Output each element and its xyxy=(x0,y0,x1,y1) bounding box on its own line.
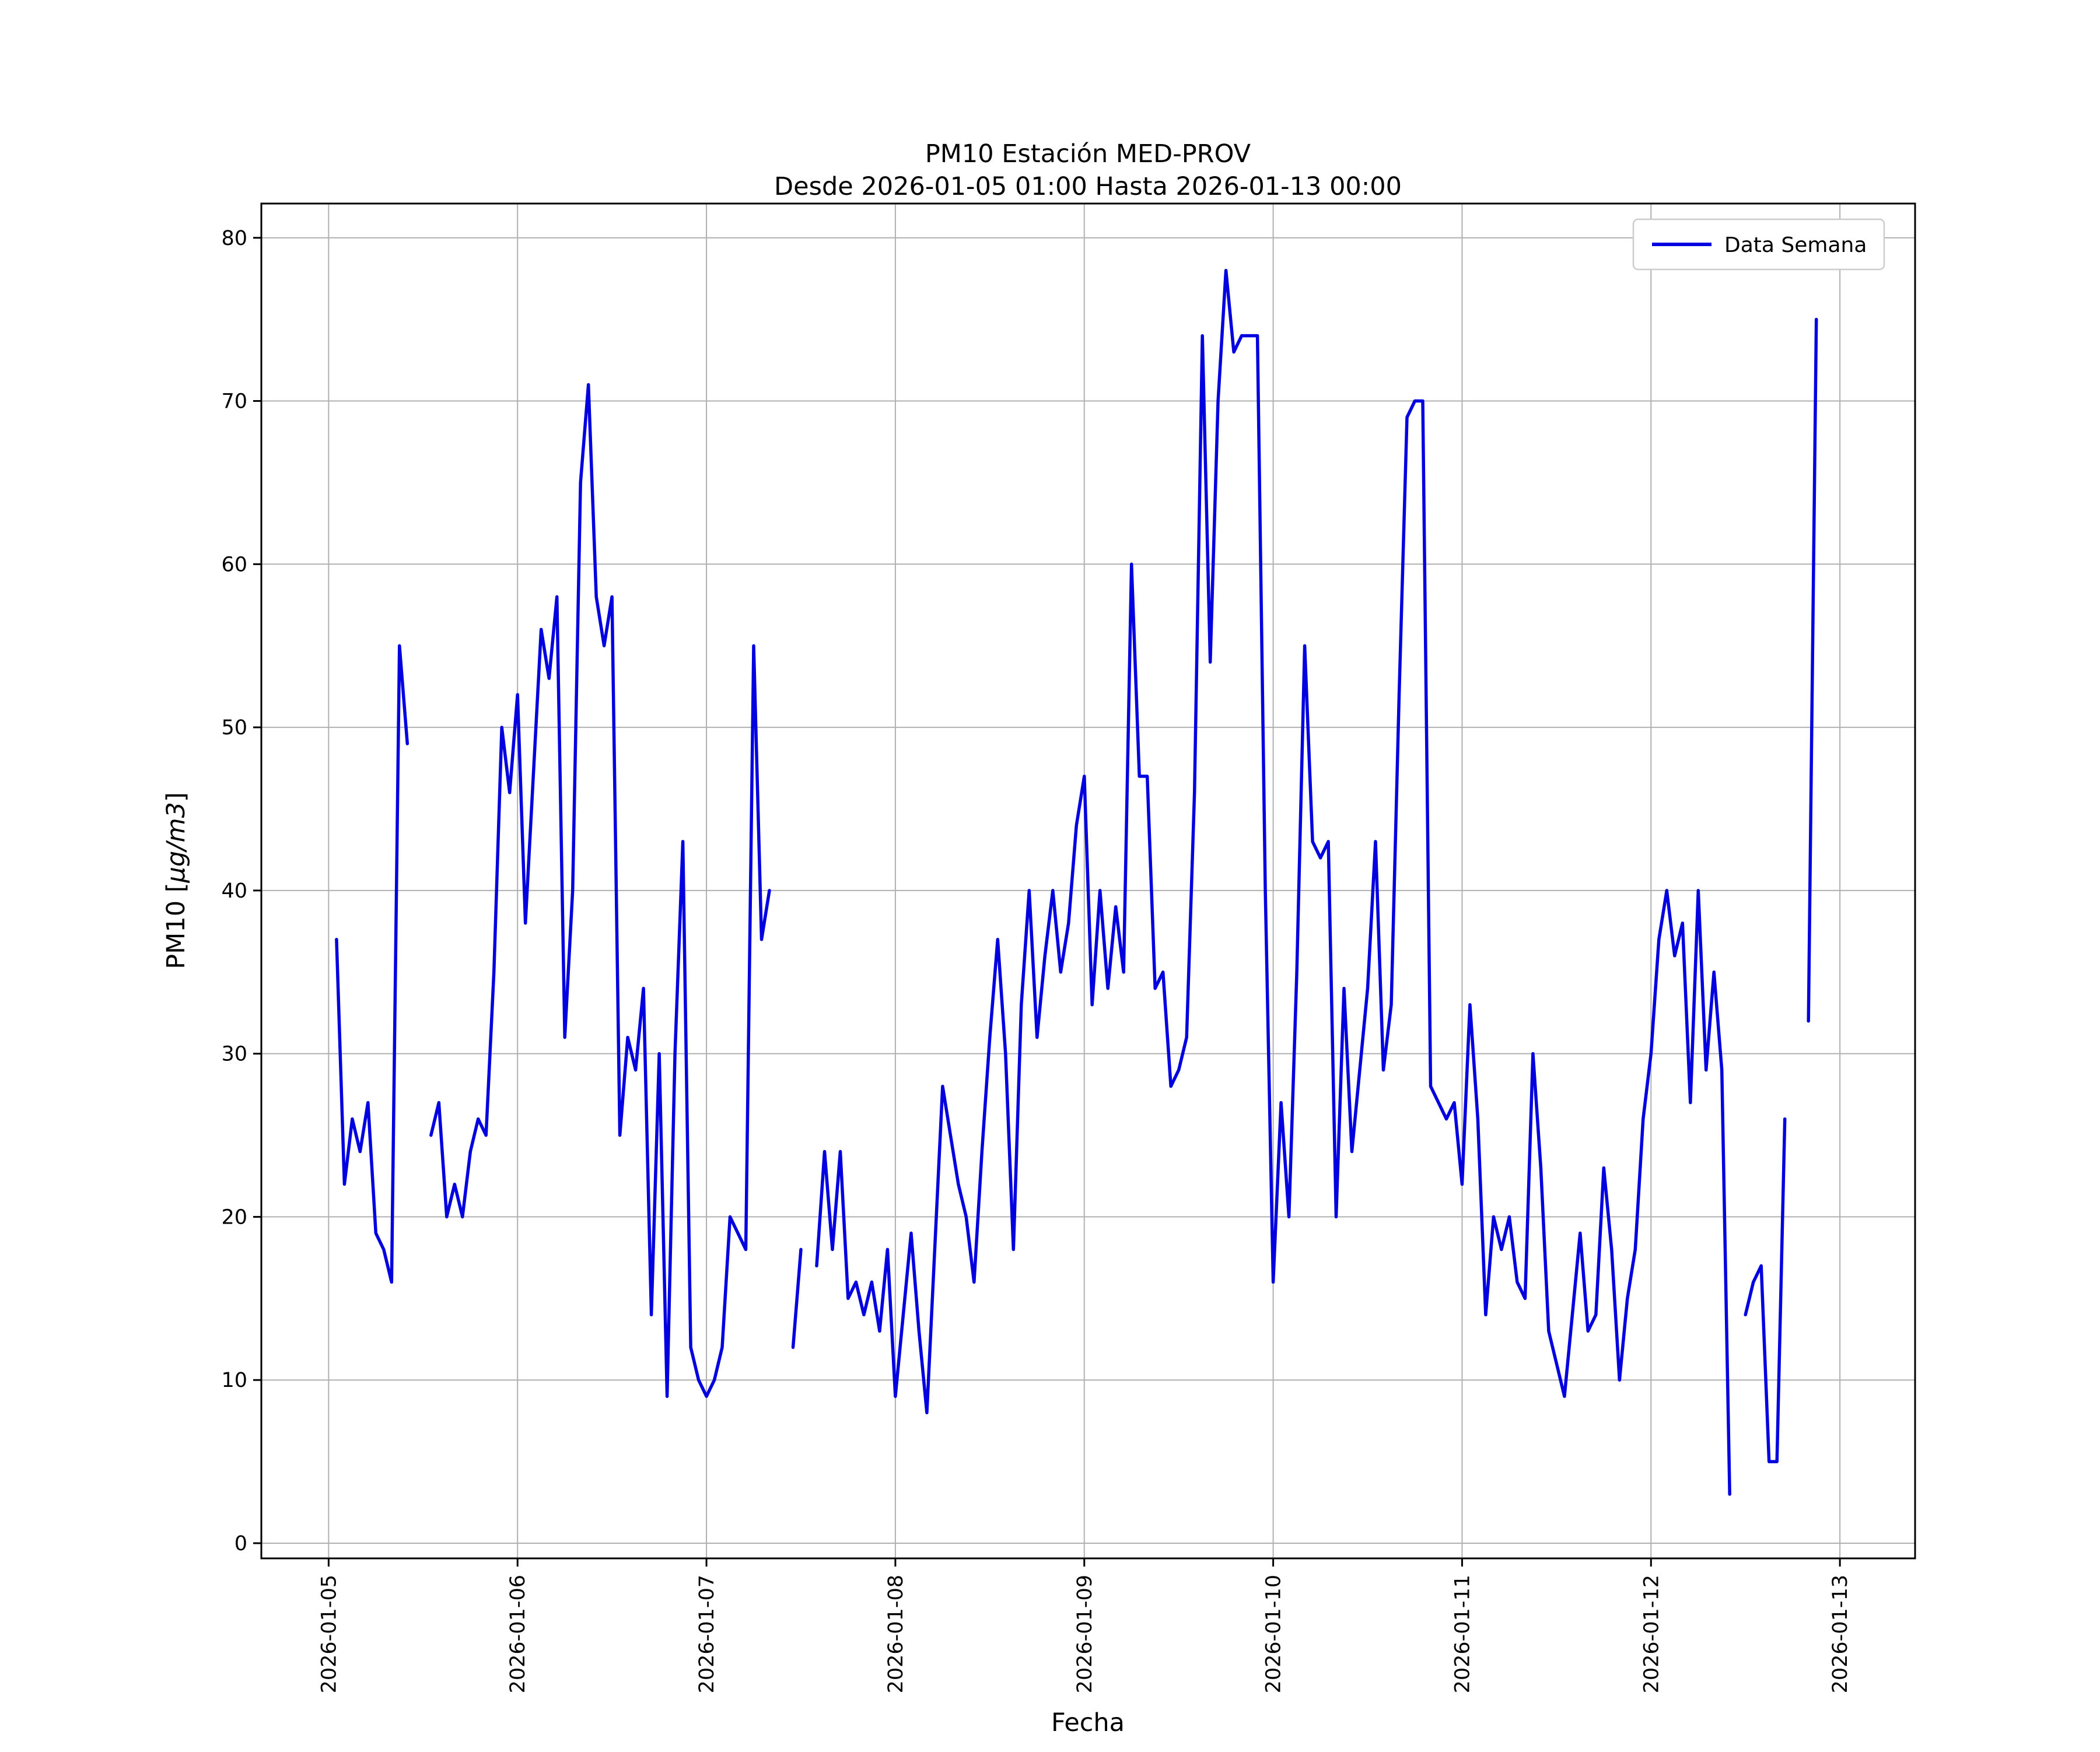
x-tick-label: 2026-01-10 xyxy=(1262,1575,1286,1693)
x-tick-label: 2026-01-09 xyxy=(1073,1575,1097,1693)
y-axis-ticks: 0 10 20 30 40 50 60 70 80 xyxy=(221,227,261,1555)
y-axis-label-units: µg/m3 xyxy=(162,802,191,883)
legend-frame xyxy=(1632,218,1885,271)
chart-title-line2: Desde 2026-01-05 01:00 Hasta 2026-01-13 … xyxy=(774,172,1402,201)
y-tick-label: 70 xyxy=(221,390,247,414)
y-tick-label: 10 xyxy=(221,1369,247,1392)
axes-box xyxy=(260,202,1916,1560)
legend: Data Semana xyxy=(1632,218,1885,271)
x-tick-label: 2026-01-05 xyxy=(317,1575,341,1693)
x-axis-ticks: 2026-01-05 2026-01-06 2026-01-07 2026-01-08… xyxy=(317,1558,1852,1693)
x-tick-label: 2026-01-13 xyxy=(1829,1575,1852,1693)
x-tick-label: 2026-01-07 xyxy=(695,1575,719,1693)
legend-label: Data Semana xyxy=(1724,233,1867,257)
chart-title-line1: PM10 Estación MED-PROV xyxy=(925,139,1251,169)
y-tick-label: 20 xyxy=(221,1206,247,1229)
y-tick-label: 30 xyxy=(221,1043,247,1066)
y-tick-label: 50 xyxy=(221,716,247,740)
y-axis-label-prefix: PM10 [ xyxy=(162,882,191,969)
x-tick-label: 2026-01-06 xyxy=(506,1575,530,1693)
y-axis-label: PM10 [µg/m3] xyxy=(162,792,191,969)
x-tick-label: 2026-01-12 xyxy=(1640,1575,1663,1693)
x-axis-label: Fecha xyxy=(1051,1708,1125,1737)
data-series-group xyxy=(335,268,1818,1496)
y-tick-label: 60 xyxy=(221,553,247,576)
y-tick-label: 0 xyxy=(235,1532,247,1555)
x-tick-label: 2026-01-08 xyxy=(884,1575,908,1693)
y-tick-label: 80 xyxy=(221,227,247,250)
y-axis-label-suffix: ] xyxy=(162,792,191,802)
data-line-series xyxy=(335,268,1818,1496)
x-tick-label: 2026-01-11 xyxy=(1451,1575,1474,1693)
y-tick-label: 40 xyxy=(221,879,247,903)
